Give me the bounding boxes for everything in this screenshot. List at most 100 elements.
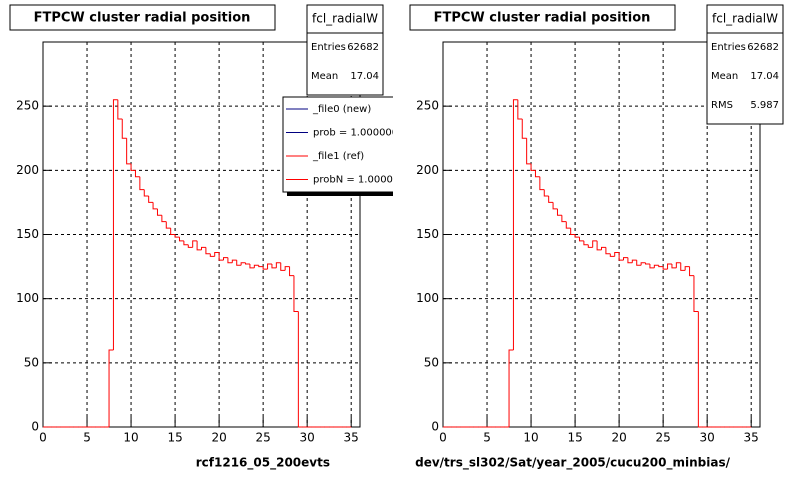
histogram-bin bbox=[627, 257, 633, 264]
histogram-bin bbox=[236, 260, 242, 266]
histogram-bin bbox=[139, 176, 145, 191]
histogram-bin bbox=[112, 99, 118, 350]
histogram-bin bbox=[289, 266, 294, 277]
stats-value: 17.04 bbox=[750, 71, 779, 82]
histogram-bin bbox=[640, 262, 646, 266]
histogram-bin bbox=[152, 202, 158, 210]
stats-box bbox=[306, 4, 384, 96]
x-tick-label: 30 bbox=[300, 431, 315, 445]
histogram-bin bbox=[526, 138, 532, 165]
histogram-bin bbox=[143, 189, 149, 197]
legend-box bbox=[282, 96, 393, 193]
histogram-bin bbox=[280, 262, 286, 271]
histogram-bin bbox=[245, 262, 250, 265]
histogram-bin bbox=[636, 260, 642, 266]
histogram-bin bbox=[675, 262, 681, 268]
y-tick-label: 150 bbox=[16, 227, 39, 241]
legend-label: _file0 (new) bbox=[312, 104, 371, 115]
histogram-bin bbox=[267, 263, 272, 270]
stats-value: 62682 bbox=[347, 42, 379, 53]
histogram-bin bbox=[583, 240, 589, 246]
histogram-bin bbox=[218, 252, 224, 261]
stats-value: 17.04 bbox=[350, 71, 379, 82]
histogram-bin bbox=[539, 176, 545, 191]
histogram-bin bbox=[543, 189, 549, 197]
histogram-bin bbox=[508, 349, 514, 427]
title-box bbox=[9, 4, 276, 31]
y-tick-label: 100 bbox=[16, 291, 39, 305]
histogram-bin bbox=[653, 264, 659, 268]
y-tick-label: 250 bbox=[416, 99, 439, 113]
histogram-bin bbox=[258, 265, 264, 268]
histogram-bin bbox=[680, 262, 686, 271]
histogram-bin bbox=[196, 240, 202, 251]
histogram-bin bbox=[530, 163, 536, 171]
histogram-bin bbox=[618, 252, 624, 261]
histogram-bin bbox=[548, 196, 554, 203]
histogram-bin bbox=[609, 253, 615, 257]
histogram-bin bbox=[117, 99, 123, 120]
y-tick-label: 100 bbox=[416, 291, 439, 305]
histogram-bin bbox=[649, 264, 655, 269]
x-axis-label: dev/trs_sl302/Sat/year_2005/cucu200_minb… bbox=[415, 456, 731, 471]
x-tick-label: 15 bbox=[167, 431, 182, 445]
histogram-bin bbox=[148, 196, 154, 203]
histogram-bin bbox=[556, 208, 562, 216]
histogram-bin bbox=[227, 257, 233, 264]
y-tick-label: 200 bbox=[16, 163, 39, 177]
histogram-bin bbox=[592, 240, 598, 248]
histogram-bin bbox=[178, 237, 184, 242]
histogram-bin bbox=[658, 265, 664, 268]
histogram-bin bbox=[253, 264, 259, 268]
x-tick-label: 20 bbox=[211, 431, 226, 445]
histogram-bin bbox=[284, 266, 290, 271]
histogram-bin bbox=[262, 266, 268, 270]
histogram-bin bbox=[231, 259, 237, 263]
histogram-bin bbox=[174, 234, 180, 238]
x-tick-label: 10 bbox=[523, 431, 538, 445]
histogram-bin bbox=[645, 262, 650, 265]
histogram-bin bbox=[108, 349, 114, 427]
x-tick-label: 25 bbox=[255, 431, 270, 445]
histogram-bin bbox=[271, 264, 277, 269]
histogram-bin bbox=[565, 221, 571, 229]
histogram-bin bbox=[209, 253, 215, 257]
x-tick-label: 10 bbox=[123, 431, 138, 445]
legend-label: probN = 1.00000 bbox=[313, 175, 399, 186]
y-tick-label: 200 bbox=[416, 163, 439, 177]
x-tick-label: 0 bbox=[439, 431, 447, 445]
histogram-bin bbox=[161, 215, 167, 223]
histogram-bin bbox=[512, 99, 518, 350]
histogram-bin bbox=[689, 266, 694, 277]
histogram-bin bbox=[293, 275, 299, 312]
histogram-bin bbox=[156, 208, 162, 216]
x-tick-label: 15 bbox=[567, 431, 582, 445]
histogram-bin bbox=[570, 228, 576, 235]
histogram-bin bbox=[517, 99, 523, 120]
histogram-bin bbox=[614, 251, 620, 257]
x-tick-label: 0 bbox=[39, 431, 47, 445]
y-tick-label: 0 bbox=[431, 420, 439, 434]
x-tick-label: 5 bbox=[483, 431, 491, 445]
histogram-bin bbox=[671, 264, 677, 269]
histogram-bin bbox=[667, 263, 672, 270]
histogram-bin bbox=[240, 262, 246, 266]
stats-label: Entries bbox=[311, 42, 346, 53]
stats-value: 5.987 bbox=[750, 100, 779, 111]
histogram-bin bbox=[165, 221, 171, 229]
chart-title: FTPCW cluster radial position bbox=[34, 11, 251, 26]
histogram-bin bbox=[201, 246, 206, 250]
title-box bbox=[409, 4, 676, 31]
stats-value: 62682 bbox=[747, 42, 779, 53]
x-tick-label: 30 bbox=[700, 431, 715, 445]
y-tick-label: 150 bbox=[416, 227, 439, 241]
histogram-bin bbox=[561, 215, 567, 223]
y-tick-label: 250 bbox=[16, 99, 39, 113]
histogram-bin bbox=[684, 266, 690, 271]
stats-title: fcl_radialW bbox=[312, 12, 378, 26]
histogram-bin bbox=[223, 257, 228, 261]
x-tick-label: 35 bbox=[744, 431, 759, 445]
x-tick-label: 20 bbox=[611, 431, 626, 445]
